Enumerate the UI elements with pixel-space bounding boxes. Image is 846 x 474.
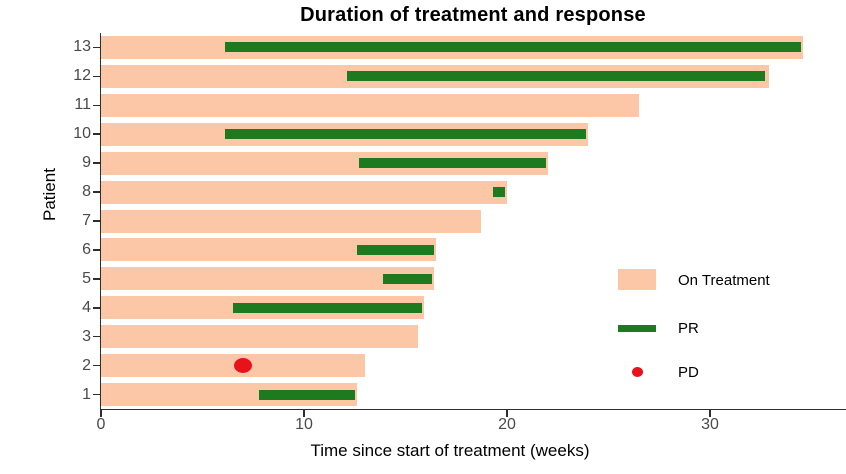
plot-area: 13 12 11 10 9 8 7 6 5 4 3 2 1 0 10 20 30 <box>73 33 846 433</box>
x-axis-tick <box>100 409 102 417</box>
x-axis-tick-label: 0 <box>96 416 106 433</box>
y-axis-tick-label: 6 <box>82 240 91 258</box>
y-axis-tick <box>93 335 101 338</box>
y-axis-tick-label: 13 <box>73 38 91 56</box>
pd-dot <box>234 358 253 374</box>
on-treatment-bar <box>101 93 639 117</box>
on-treatment-bar <box>101 383 357 407</box>
legend-label-on-treatment: On Treatment <box>678 271 770 289</box>
y-axis-tick-label: 9 <box>82 154 91 172</box>
y-axis-tick <box>93 133 101 135</box>
pr-line-icon <box>618 325 656 332</box>
pr-segment <box>224 129 587 140</box>
x-axis-tick <box>506 409 508 417</box>
on-treatment-bar <box>101 354 365 378</box>
y-axis-tick-label: 4 <box>82 298 91 316</box>
on-treatment-swatch-icon <box>618 269 656 290</box>
on-treatment-bar <box>101 151 548 175</box>
y-axis-tick <box>93 162 101 164</box>
pr-segment <box>383 273 432 284</box>
y-axis-tick <box>93 46 101 49</box>
pr-segment <box>358 158 546 169</box>
chart-title: Duration of treatment and response <box>300 4 646 26</box>
y-axis-tick <box>93 278 101 280</box>
on-treatment-bar <box>101 209 481 233</box>
y-axis-tick-label: 8 <box>82 183 91 201</box>
x-axis-title: Time since start of treatment (weeks) <box>310 441 590 460</box>
pr-segment <box>356 244 434 255</box>
on-treatment-bar <box>101 238 436 262</box>
y-axis-tick-label: 7 <box>82 212 91 229</box>
y-axis-tick <box>93 191 101 193</box>
y-axis-tick <box>93 220 101 222</box>
y-axis-tick <box>93 104 101 107</box>
pr-segment <box>492 187 505 198</box>
legend-label-pd: PD <box>678 363 699 381</box>
on-treatment-bar <box>101 325 418 349</box>
x-axis-tick <box>303 409 305 417</box>
y-axis-tick-label: 1 <box>82 385 91 403</box>
legend-label-pr: PR <box>678 319 699 337</box>
y-axis-tick <box>93 307 101 309</box>
pr-segment <box>224 42 802 53</box>
on-treatment-bar <box>101 267 434 291</box>
on-treatment-bar <box>101 180 507 204</box>
y-axis-tick <box>93 249 101 251</box>
pr-segment <box>346 71 765 82</box>
x-axis-tick-label: 10 <box>295 416 313 433</box>
pr-segment <box>232 302 422 313</box>
y-axis-tick-label: 11 <box>74 96 91 114</box>
y-axis-tick-label: 5 <box>82 269 91 287</box>
x-axis-tick-label: 30 <box>701 416 719 433</box>
y-axis-tick-label: 10 <box>73 125 91 143</box>
pd-dot-icon <box>632 367 643 377</box>
y-axis-tick <box>93 75 101 78</box>
y-axis-tick-label: 3 <box>82 327 91 345</box>
y-axis-tick <box>93 364 101 367</box>
x-axis-tick-label: 20 <box>498 416 516 433</box>
x-axis-tick <box>709 409 711 417</box>
y-axis-tick <box>93 393 101 396</box>
pr-segment <box>259 389 355 400</box>
y-axis-tick-label: 2 <box>82 356 91 374</box>
y-axis-tick-label: 12 <box>73 67 91 85</box>
